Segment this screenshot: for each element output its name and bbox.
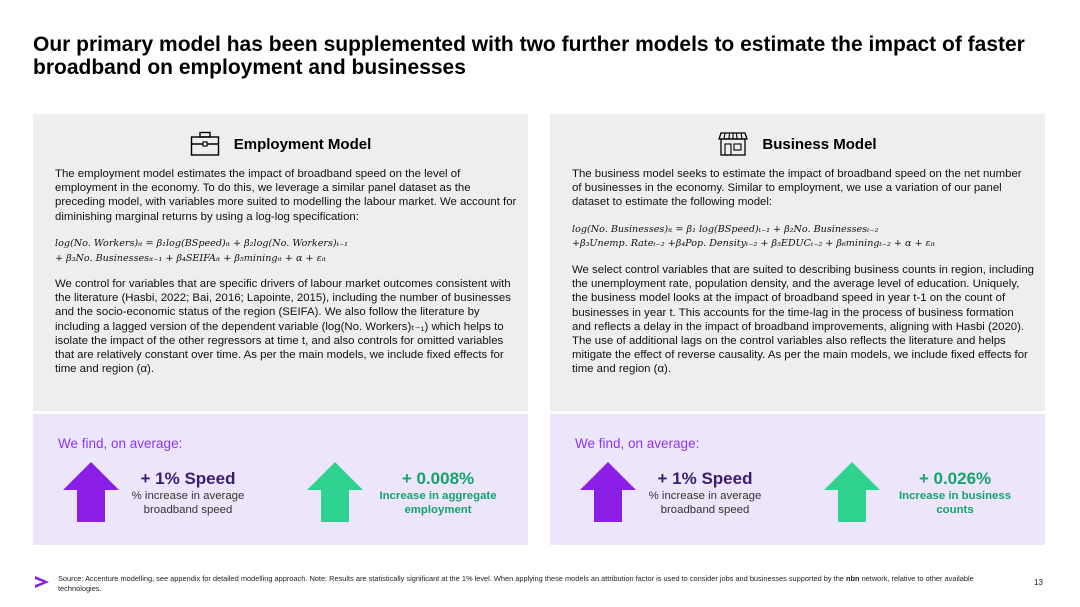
business-model-title: Business Model [762,135,877,153]
employment-formula-line2: + β₃No. Businessesᵢₜ₋₁ + β₄SEIFAᵢₜ + β₅m… [55,253,327,264]
page-title: Our primary model has been supplemented … [33,33,1025,79]
business-result-label: Increase in business counts [898,490,1012,516]
green-up-arrow-icon [307,462,363,522]
source-bold: nbn [845,574,860,583]
employment-result-stat: + 0.008% Increase in aggregate employmen… [363,469,513,517]
business-result-value: + 0.026% [918,469,992,488]
business-speed-label: % increase in average broadband speed [648,490,762,516]
accenture-logo-icon [35,576,49,588]
business-model-panel: Business Model The business model seeks … [550,114,1045,411]
employment-findings-box: We find, on average: + 1% Speed % increa… [33,414,528,545]
page-number: 13 [1034,578,1043,587]
employment-model-title: Employment Model [233,135,372,153]
employment-speed-stat: + 1% Speed % increase in average broadba… [118,469,258,517]
employment-intro: The employment model estimates the impac… [55,168,517,223]
source-note: Source: Accenture modelling, see appendi… [58,574,1018,594]
employment-find-title: We find, on average: [58,436,183,451]
business-speed-value: + 1% Speed [657,469,753,488]
employment-body: We control for variables that are specif… [55,278,511,376]
storefront-icon [718,132,749,156]
business-intro: The business model seeks to estimate the… [572,168,1022,209]
employment-result-label: Increase in aggregate employment [379,490,497,516]
briefcase-icon [190,131,219,156]
employment-formula-line1: log(No. Workers)ᵢₜ = β₁log(BSpeed)ᵢₜ + β… [55,238,348,249]
employment-model-header: Employment Model [33,130,528,158]
employment-result-value: + 0.008% [401,469,475,488]
business-speed-stat: + 1% Speed % increase in average broadba… [635,469,775,517]
business-result-stat: + 0.026% Increase in business counts [880,469,1030,517]
business-formula-line1: log(No. Businesses)ᵢₜ = β₁ log(BSpeed)ₜ₋… [572,224,879,235]
employment-speed-label: % increase in average broadband speed [131,490,245,516]
business-body: We select control variables that are sui… [572,264,1034,376]
business-find-title: We find, on average: [575,436,700,451]
business-formula-line2: +β₃Unemp. Rateₜ₋₂ +β₄Pop. Densityₜ₋₂ + β… [572,238,935,249]
business-findings-box: We find, on average: + 1% Speed % increa… [550,414,1045,545]
business-model-header: Business Model [550,130,1045,158]
employment-model-panel: Employment Model The employment model es… [33,114,528,411]
purple-up-arrow-icon [63,462,119,522]
source-tail: network, relative to other available tec… [58,574,974,593]
employment-speed-value: + 1% Speed [140,469,236,488]
source-text: Source: Accenture modelling, see appendi… [58,574,846,583]
green-up-arrow-icon [824,462,880,522]
purple-up-arrow-icon [580,462,636,522]
